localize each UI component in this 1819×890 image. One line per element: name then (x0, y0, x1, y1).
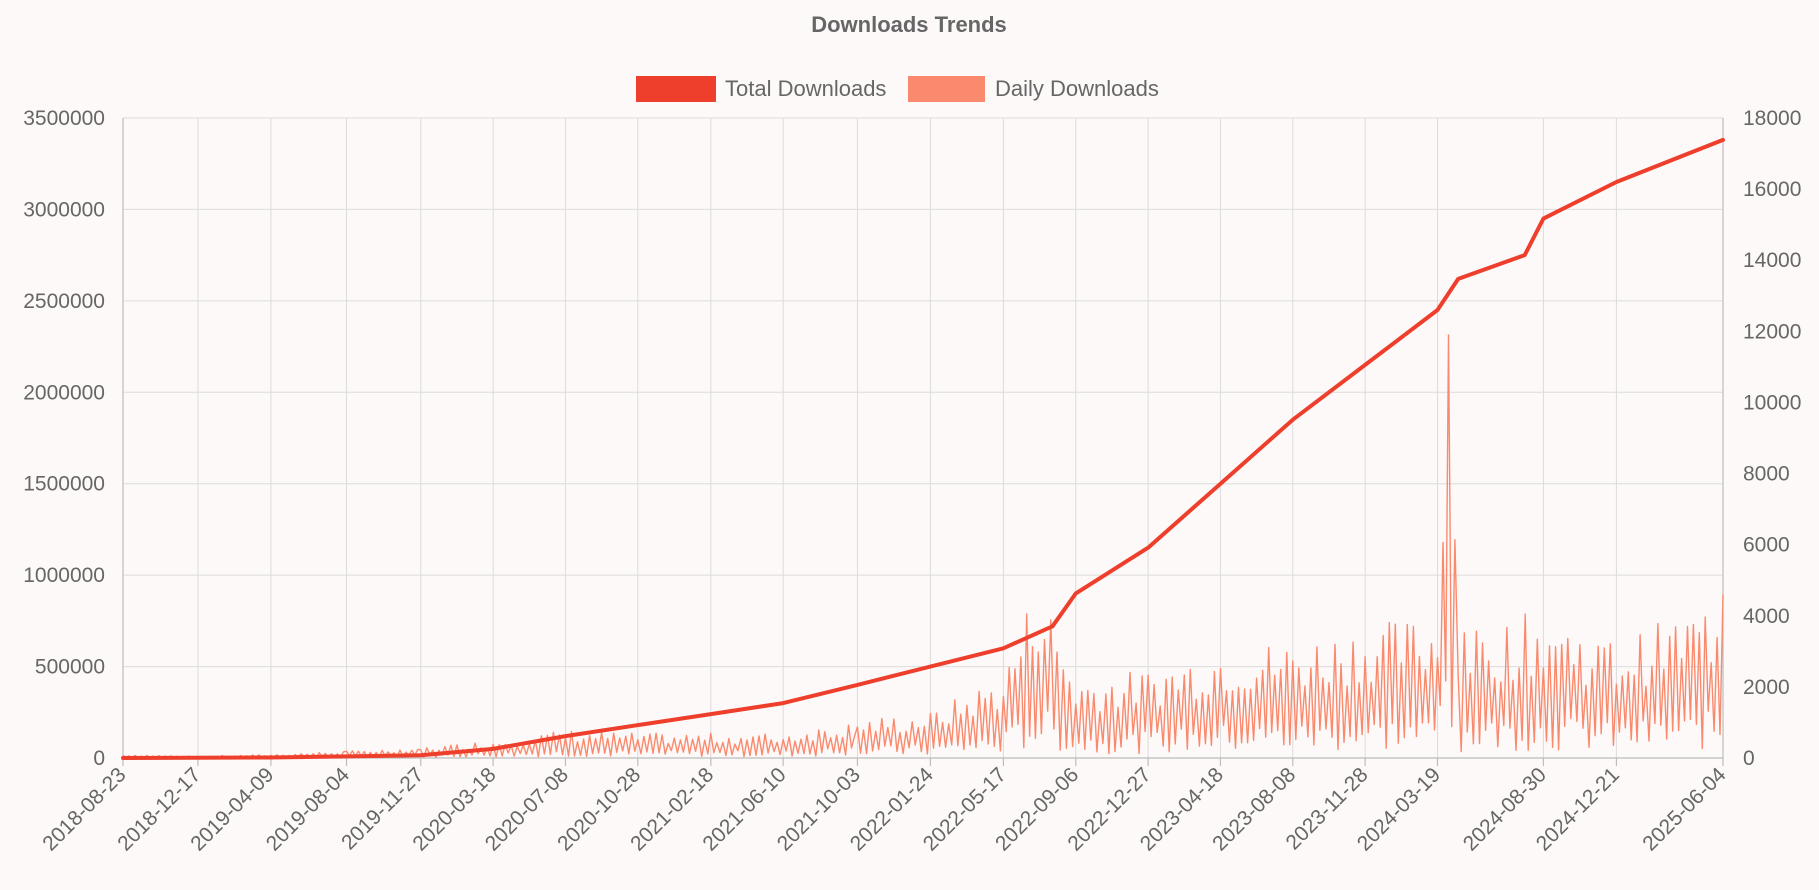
right-y-axis: 0 2000 4000 6000 8000 10000 12000 14000 16000 180… (1743, 107, 1801, 770)
y-left-tick-label: 1500000 (23, 473, 105, 496)
legend-swatch-total-downloads (636, 76, 716, 102)
chart-title: Downloads Trends (811, 12, 1007, 37)
y-right-tick-label: 14000 (1743, 249, 1801, 272)
axes (122, 118, 1724, 766)
y-left-tick-label: 3500000 (23, 107, 105, 130)
legend-label-total-downloads: Total Downloads (725, 76, 886, 101)
left-y-axis: 0 500000 1000000 1500000 2000000 2500000 30000… (23, 107, 105, 770)
y-right-tick-label: 18000 (1743, 107, 1801, 130)
x-axis: 2018-08-232018-12-172019-04-092019-08-04… (38, 763, 1730, 855)
y-left-tick-label: 2000000 (23, 381, 105, 404)
y-left-tick-label: 0 (93, 747, 105, 770)
y-right-tick-label: 16000 (1743, 178, 1801, 201)
y-right-tick-label: 2000 (1743, 676, 1790, 699)
legend-swatch-daily-downloads (908, 76, 985, 102)
y-right-tick-label: 6000 (1743, 534, 1790, 557)
legend: Total Downloads Daily Downloads (636, 76, 1159, 102)
grid (122, 117, 1724, 759)
x-tick-label: 2025-06-04 (1638, 763, 1730, 855)
y-left-tick-label: 3000000 (23, 198, 105, 221)
y-left-tick-label: 2500000 (23, 290, 105, 313)
legend-item-total-downloads[interactable]: Total Downloads (636, 76, 886, 102)
y-right-tick-label: 4000 (1743, 605, 1790, 628)
legend-label-daily-downloads: Daily Downloads (995, 76, 1159, 101)
legend-item-daily-downloads[interactable]: Daily Downloads (908, 76, 1159, 102)
y-left-tick-label: 500000 (35, 656, 105, 679)
plot-area (121, 137, 1725, 760)
y-right-tick-label: 10000 (1743, 391, 1801, 414)
series-line-daily-downloads (122, 334, 1724, 759)
y-right-tick-label: 0 (1743, 747, 1755, 770)
series-line-total-downloads (121, 137, 1725, 760)
y-right-tick-label: 8000 (1743, 463, 1790, 486)
y-left-tick-label: 1000000 (23, 564, 105, 587)
y-right-tick-label: 12000 (1743, 320, 1801, 343)
